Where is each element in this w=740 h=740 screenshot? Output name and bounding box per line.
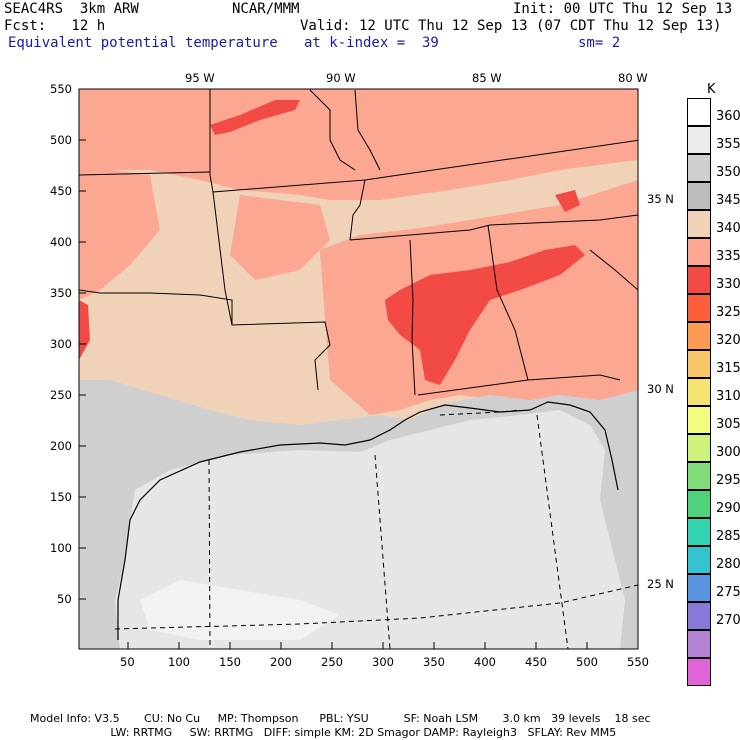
x-tick-label: 250 <box>321 655 343 669</box>
x-tick-label: 200 <box>270 655 292 669</box>
y-tick-label: 550 <box>50 82 72 96</box>
y-tick-label: 300 <box>50 337 72 351</box>
colorbar-swatch <box>687 658 711 686</box>
state-boundaries <box>79 89 638 396</box>
colorbar-label: 290 <box>716 501 740 516</box>
colorbar-label: 340 <box>716 221 740 236</box>
x-tick-label: 350 <box>423 655 445 669</box>
colorbar-label: 295 <box>716 473 740 488</box>
y-tick-label: 50 <box>57 592 72 606</box>
field-330-west <box>79 300 90 360</box>
y-tick-label: 500 <box>50 133 72 147</box>
graticule <box>114 409 638 649</box>
x-tick-label: 150 <box>219 655 241 669</box>
y-tick-marks <box>79 88 86 600</box>
colorbar-label: 360 <box>716 109 740 124</box>
lon-label: 95 W <box>185 71 215 85</box>
colorbar-swatch <box>687 98 711 126</box>
colorbar-swatch <box>687 574 711 602</box>
colorbar-swatch <box>687 322 711 350</box>
model-info-line1: Model Info: V3.5 CU: No Cu MP: Thompson … <box>30 712 651 725</box>
x-tick-label: 550 <box>627 655 649 669</box>
gulf-field <box>115 410 625 649</box>
field-335-north <box>79 89 638 200</box>
field-335-tx <box>230 195 330 280</box>
colorbar-swatch <box>687 378 711 406</box>
level-label: at k-index = 39 <box>304 35 439 51</box>
colorbar-swatch <box>687 602 711 630</box>
lon-label: 90 W <box>326 71 356 85</box>
smoothing-label: sm= 2 <box>578 35 621 51</box>
colorbar-label: 355 <box>716 137 740 152</box>
valid-time: Valid: 12 UTC Thu 12 Sep 13 (07 CDT Thu … <box>300 18 722 34</box>
field-330-gulfstates <box>385 245 585 385</box>
colorbar-label: 310 <box>716 389 740 404</box>
colorbar-swatch <box>687 350 711 378</box>
colorbar-swatch <box>687 490 711 518</box>
lat-label: 30 N <box>647 382 674 396</box>
colorbar-label: 350 <box>716 165 740 180</box>
lon-label: 80 W <box>618 71 648 85</box>
colorbar-label: 270 <box>716 613 740 628</box>
colorbar-label: 280 <box>716 557 740 572</box>
colorbar-swatch <box>687 182 711 210</box>
colorbar-swatch <box>687 630 711 658</box>
gulf-field-light <box>140 580 340 640</box>
y-tick-label: 100 <box>50 541 72 555</box>
colorbar-swatch <box>687 266 711 294</box>
colorbar-label: 275 <box>716 585 740 600</box>
colorbar-swatch <box>687 406 711 434</box>
model-info-line2: LW: RRTMG SW: RRTMG DIFF: simple KM: 2D … <box>30 726 617 739</box>
colorbar-swatch <box>687 462 711 490</box>
init-time: Init: 00 UTC Thu 12 Sep 13 <box>513 1 733 17</box>
colorbar-swatch <box>687 434 711 462</box>
colorbar-swatch <box>687 154 711 182</box>
colorbar-label: 285 <box>716 529 740 544</box>
colorbar-swatch <box>687 518 711 546</box>
x-tick-label: 500 <box>576 655 598 669</box>
x-tick-label: 450 <box>525 655 547 669</box>
colorbar-swatch <box>687 546 711 574</box>
x-tick-marks <box>127 642 639 649</box>
colorbar-swatch <box>687 126 711 154</box>
colorbar-label: 300 <box>716 445 740 460</box>
lat-label: 35 N <box>647 192 674 206</box>
forecast-hour: Fcst: 12 h <box>4 18 106 34</box>
colorbar-swatch <box>687 238 711 266</box>
plot-frame <box>78 88 639 650</box>
y-tick-label: 200 <box>50 439 72 453</box>
colorbar-label: 335 <box>716 249 740 264</box>
colorbar-swatch <box>687 210 711 238</box>
y-tick-label: 450 <box>50 184 72 198</box>
y-tick-label: 250 <box>50 388 72 402</box>
colorbar-swatch <box>687 294 711 322</box>
model-title: SEAC4RS 3km ARW <box>4 1 139 17</box>
x-tick-label: 100 <box>168 655 190 669</box>
colorbar-label: 325 <box>716 305 740 320</box>
lon-label: 85 W <box>472 71 502 85</box>
colorbar-label: 315 <box>716 361 740 376</box>
field-335-west <box>79 170 160 300</box>
org-label: NCAR/MMM <box>232 1 300 17</box>
y-tick-label: 150 <box>50 490 72 504</box>
y-tick-label: 350 <box>50 286 72 300</box>
coastline <box>117 401 619 640</box>
field-name: Equivalent potential temperature <box>8 35 278 51</box>
colorbar-label: 305 <box>716 417 740 432</box>
x-tick-label: 300 <box>372 655 394 669</box>
x-tick-label: 50 <box>120 655 135 669</box>
field-330-ks <box>210 100 300 135</box>
field-330-ne <box>555 190 580 212</box>
colorbar-unit: K <box>707 82 716 97</box>
colorbar-label: 330 <box>716 277 740 292</box>
lat-label: 25 N <box>647 577 674 591</box>
y-tick-label: 400 <box>50 235 72 249</box>
colorbar-label: 320 <box>716 333 740 348</box>
x-tick-label: 400 <box>474 655 496 669</box>
colorbar-label: 345 <box>716 193 740 208</box>
